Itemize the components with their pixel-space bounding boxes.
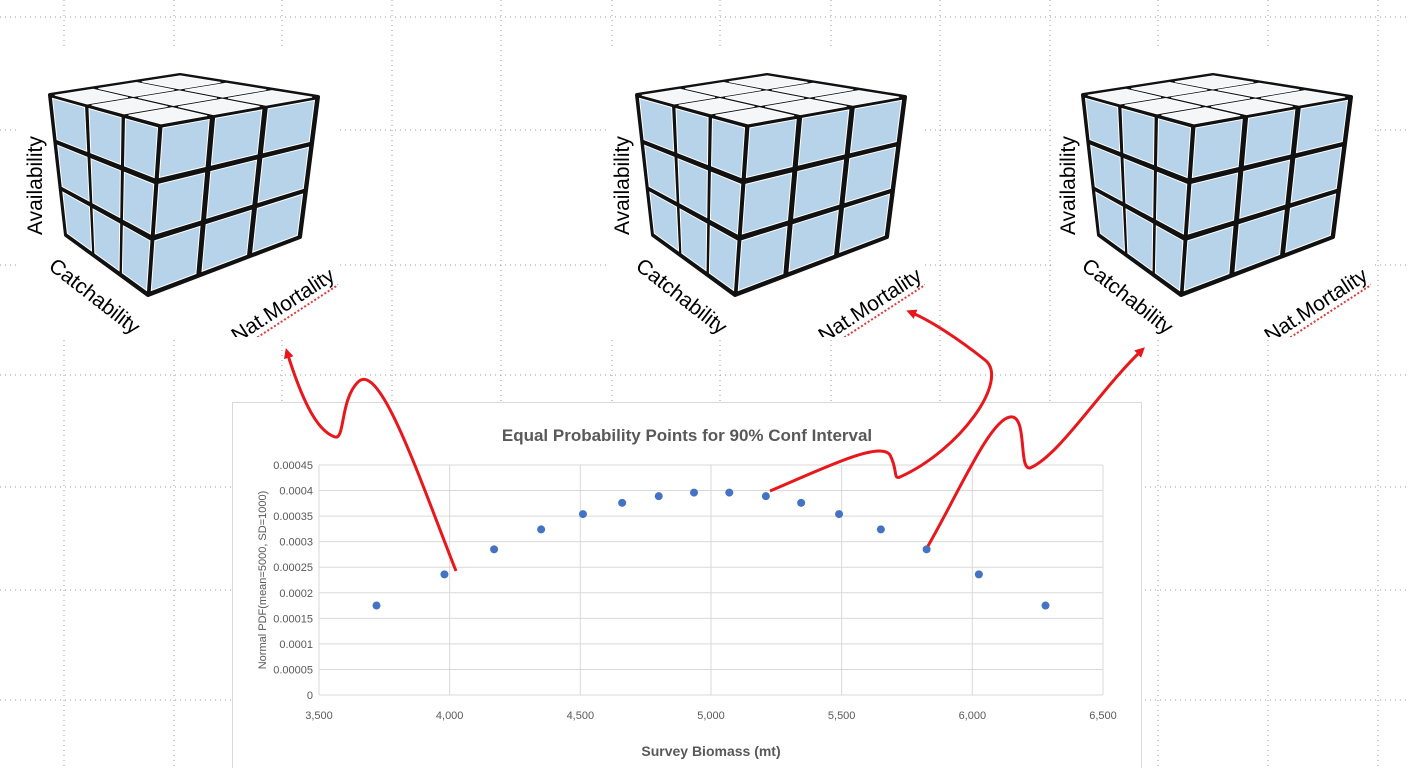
data-point [1041, 601, 1050, 610]
data-point [974, 570, 983, 579]
cube-icon [635, 73, 907, 297]
y-tick-label: 0.00025 [273, 562, 313, 574]
x-tick-label: 6,500 [1089, 710, 1117, 722]
data-point [372, 601, 381, 610]
axis-label-availability: Availability [611, 136, 634, 235]
data-point [922, 545, 931, 554]
data-point [725, 488, 734, 497]
y-tick-label: 0.00005 [273, 664, 313, 676]
data-point [618, 498, 627, 507]
chart-canvas: Equal Probability Points for 90% Conf In… [257, 426, 1117, 759]
x-tick-label: 3,500 [305, 710, 333, 722]
axis-label-availability: Availability [1057, 136, 1080, 235]
data-point [690, 488, 699, 497]
y-tick-label: 0.0003 [279, 537, 313, 549]
chart-title: Equal Probability Points for 90% Conf In… [502, 426, 872, 445]
data-point [876, 525, 885, 534]
x-axis-label: Survey Biomass (mt) [641, 743, 780, 759]
data-point [797, 498, 806, 507]
data-point [578, 510, 587, 519]
x-tick-label: 5,000 [697, 710, 725, 722]
axis-label-availability: Availability [24, 136, 47, 235]
data-point [490, 545, 499, 554]
cube-icon [1081, 73, 1353, 297]
data-point [440, 570, 449, 579]
rubiks-cube-right: Availability Catchability Nat.Mortality [1053, 47, 1371, 337]
x-tick-label: 6,000 [959, 710, 987, 722]
x-tick-label: 5,500 [828, 710, 856, 722]
data-point [835, 510, 844, 519]
data-point [761, 492, 770, 501]
cube-icon [48, 73, 320, 297]
y-tick-label: 0.00015 [273, 613, 313, 625]
y-axis-label: Normal PDF(mean=5000, SD=1000) [257, 491, 269, 670]
data-point [654, 492, 663, 501]
y-tick-label: 0 [307, 690, 313, 702]
data-point [537, 525, 546, 534]
rubiks-cube-middle: Availability Catchability Nat.Mortality [607, 47, 925, 337]
y-tick-label: 0.0004 [279, 486, 313, 498]
scatter-chart: Equal Probability Points for 90% Conf In… [232, 402, 1142, 768]
x-tick-label: 4,500 [567, 710, 595, 722]
y-tick-label: 0.00045 [273, 460, 313, 472]
x-tick-label: 4,000 [436, 710, 464, 722]
y-tick-label: 0.0001 [279, 639, 313, 651]
rubiks-cube-left: Availability Catchability Nat.Mortality [20, 47, 338, 337]
y-tick-label: 0.0002 [279, 588, 313, 600]
y-tick-label: 0.00035 [273, 511, 313, 523]
